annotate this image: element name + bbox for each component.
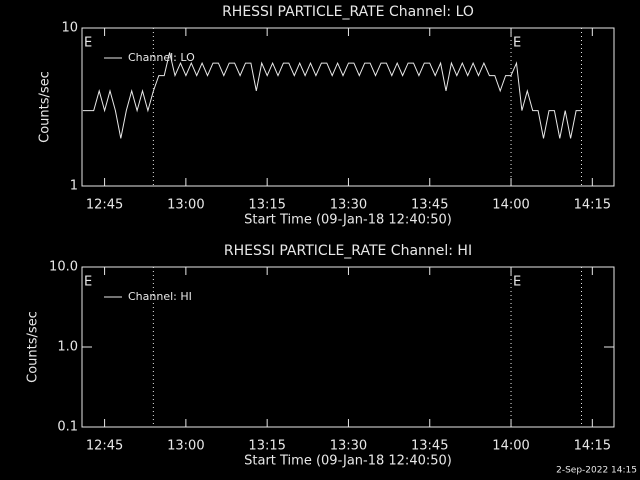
x-tick-label: 12:45 [86, 439, 123, 454]
chart-title: RHESSI PARTICLE_RATE Channel: LO [222, 4, 474, 20]
legend-label: Channel: HI [128, 290, 192, 303]
x-tick-label: 14:00 [492, 198, 529, 213]
x-tick-label: 13:45 [411, 439, 448, 454]
y-tick-label: 0.1 [57, 420, 78, 435]
legend-label: Channel: LO [128, 51, 195, 64]
y-tick-label: 1.0 [57, 340, 78, 355]
x-tick-label: 13:00 [167, 198, 204, 213]
annotation: E [513, 36, 521, 51]
x-axis-label: Start Time (09-Jan-18 12:40:50) [244, 213, 452, 228]
footer: 2-Sep-2022 14:15 [556, 466, 637, 476]
annotation: E [84, 275, 92, 290]
x-tick-label: 13:15 [248, 439, 285, 454]
data-line [82, 52, 582, 139]
x-tick-label: 13:15 [248, 198, 285, 213]
y-axis-label: Counts/sec [26, 311, 41, 383]
x-tick-label: 13:30 [330, 198, 367, 213]
y-tick-label: 10 [61, 21, 78, 36]
x-tick-label: 14:15 [574, 198, 611, 213]
x-tick-label: 12:45 [86, 198, 123, 213]
x-tick-label: 14:15 [574, 439, 611, 454]
x-tick-label: 13:30 [330, 439, 367, 454]
x-tick-label: 13:00 [167, 439, 204, 454]
annotation: E [84, 36, 92, 51]
y-tick-label: 1 [70, 179, 78, 194]
chart-title: RHESSI PARTICLE_RATE Channel: HI [224, 243, 472, 259]
x-tick-label: 13:45 [411, 198, 448, 213]
x-axis-label: Start Time (09-Jan-18 12:40:50) [244, 454, 452, 469]
annotation: E [513, 275, 521, 290]
y-axis-label: Counts/sec [38, 71, 53, 143]
x-tick-label: 14:00 [492, 439, 529, 454]
y-tick-label: 10.0 [49, 260, 78, 275]
